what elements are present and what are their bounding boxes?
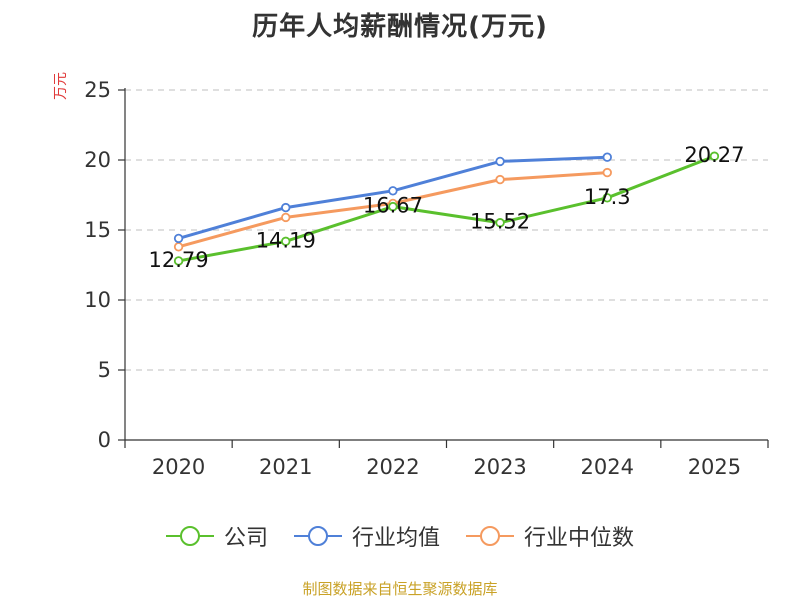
y-tick-label-0: 0 (98, 428, 111, 452)
legend-marker-industry-average (293, 526, 342, 546)
legend-item-industry-median[interactable]: 行业中位数 (466, 520, 634, 552)
x-tick-label-2020: 2020 (152, 455, 205, 479)
x-tick-label-2022: 2022 (366, 455, 419, 479)
chart-title: 历年人均薪酬情况(万元) (252, 12, 548, 42)
point-series-2-2021 (281, 212, 291, 223)
series-line-0 (178, 154, 715, 263)
data-label-2025: 20.27 (684, 143, 744, 167)
legend-label-industry-average: 行业均值 (351, 526, 440, 551)
data-label-2023: 15.52 (470, 210, 530, 234)
point-series-1-2020 (173, 233, 184, 244)
point-series-1-2023 (495, 156, 505, 167)
point-series-0-2023 (495, 218, 505, 228)
x-tick-label-2021: 2021 (259, 455, 312, 479)
point-series-0-2021 (281, 236, 291, 247)
y-tick-label-25: 25 (84, 78, 111, 102)
point-series-2-2023 (495, 174, 505, 185)
legend-item-company[interactable]: 公司 (165, 520, 268, 552)
point-series-1-2021 (281, 202, 291, 213)
data-source-note: 制图数据来自恒生聚源数据库 (302, 580, 498, 598)
point-series-2-2024 (602, 167, 612, 178)
y-tick-label-5: 5 (98, 358, 111, 382)
x-tick-label-2023: 2023 (473, 455, 526, 479)
legend-label-industry-median: 行业中位数 (524, 526, 635, 551)
data-label-2022: 16.67 (363, 194, 423, 218)
legend-marker-company (165, 526, 214, 546)
point-series-1-2022 (388, 186, 398, 196)
x-tick-label-2024: 2024 (581, 455, 634, 479)
point-series-0-2024 (602, 193, 612, 203)
point-series-1-2024 (602, 152, 612, 162)
data-label-2020: 12.79 (149, 248, 209, 272)
x-tick-label-2025: 2025 (688, 455, 741, 479)
point-series-0-2022 (388, 201, 398, 212)
y-tick-label-15: 15 (84, 218, 111, 242)
y-tick-label-10: 10 (84, 288, 111, 312)
point-series-0-2025 (709, 151, 720, 161)
point-series-0-2020 (173, 256, 184, 266)
legend-marker-industry-median (466, 526, 514, 546)
data-label-2021: 14.19 (256, 228, 316, 252)
legend-item-industry-average[interactable]: 行业均值 (293, 520, 440, 552)
legend: 公司 行业均值 行业中位数 (0, 520, 800, 552)
legend-label-company: 公司 (223, 526, 268, 551)
y-tick-label-20: 20 (84, 148, 111, 172)
data-label-2024: 17.3 (584, 185, 631, 209)
